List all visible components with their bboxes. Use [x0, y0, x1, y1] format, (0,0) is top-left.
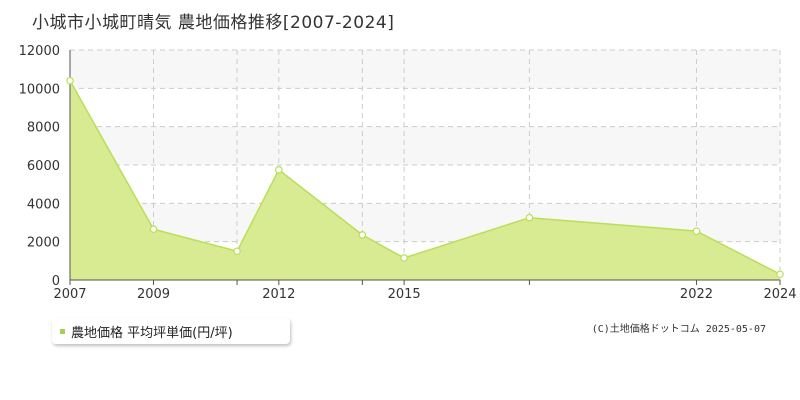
- x-tick-label: 2007: [53, 287, 86, 302]
- y-tick-label: 6000: [27, 159, 60, 174]
- legend: 農地価格 平均坪単価(円/坪): [52, 318, 290, 344]
- background-band: [70, 50, 780, 89]
- y-tick-label: 8000: [27, 121, 60, 136]
- data-point: [525, 213, 534, 222]
- x-tick-label: 2012: [262, 287, 295, 302]
- y-tick-label: 2000: [27, 236, 60, 251]
- y-tick-label: 0: [52, 274, 60, 289]
- data-point: [233, 247, 241, 256]
- y-tick-label: 4000: [27, 197, 60, 212]
- x-tick-label: 2024: [763, 287, 796, 302]
- x-tick-label: 2015: [388, 287, 421, 302]
- data-point: [275, 165, 283, 174]
- copyright-footer: (C)土地価格ドットコム 2025-05-07: [591, 324, 766, 335]
- data-point: [776, 270, 784, 279]
- series-area: [70, 80, 780, 281]
- background-band: [70, 126, 780, 165]
- area-chart: 0 2000 4000 6000 8000 10000 12000 2007 2009 2012 2…: [19, 44, 797, 302]
- y-tick-label: 10000: [19, 82, 60, 97]
- data-point: [149, 225, 158, 234]
- x-tick-label: 2009: [137, 287, 170, 302]
- data-point: [400, 254, 408, 262]
- data-point: [66, 76, 74, 85]
- data-point: [358, 231, 367, 239]
- chart-title: 小城市小城町晴気 農地価格推移[2007-2024]: [32, 13, 395, 33]
- legend-swatch: [60, 328, 65, 334]
- y-tick-label: 12000: [19, 44, 60, 59]
- x-tick-label: 2022: [680, 287, 713, 302]
- legend-label: 農地価格 平均坪単価(円/坪): [71, 325, 233, 341]
- data-point: [692, 227, 701, 235]
